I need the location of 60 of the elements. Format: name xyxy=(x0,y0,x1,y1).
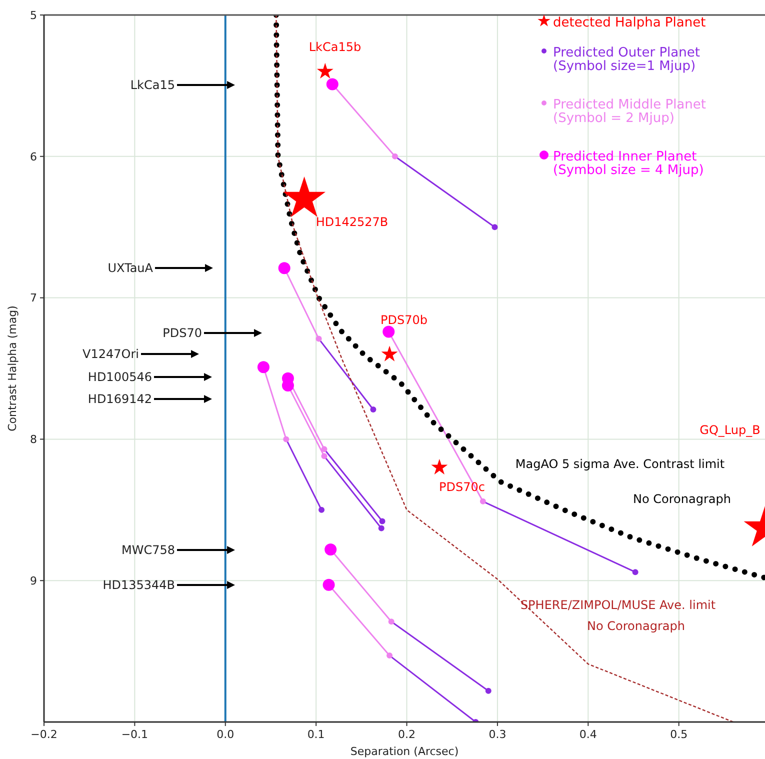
y-tick-label: 5 xyxy=(30,8,37,22)
point xyxy=(318,506,325,513)
point xyxy=(485,688,492,694)
point xyxy=(431,458,448,474)
legend-label: Predicted Inner Planet (Symbol size = 4 Mjup) xyxy=(553,150,704,178)
annotation: V1247Ori xyxy=(82,347,139,362)
point xyxy=(326,78,338,90)
y-tick-label: 8 xyxy=(30,433,37,446)
x-tick-label: 0.1 xyxy=(307,728,325,741)
annotation: SPHERE/ZIMPOL/MUSE Ave. limit xyxy=(520,598,716,612)
point xyxy=(378,525,384,532)
point xyxy=(322,578,335,591)
point xyxy=(480,498,486,504)
point xyxy=(321,453,328,460)
x-tick-label: −0.2 xyxy=(30,728,58,741)
point xyxy=(278,262,290,274)
point xyxy=(321,446,328,452)
y-tick-label: 9 xyxy=(30,574,37,588)
annotation: MWC758 xyxy=(121,543,175,558)
annotation: HD135344B xyxy=(102,578,175,592)
y-tick-label: 6 xyxy=(30,150,37,164)
annotation: MagAO 5 sigma Ave. Contrast limit xyxy=(515,457,725,472)
legend-label: Predicted Middle Planet (Symbol = 2 Mjup) xyxy=(553,98,706,126)
point xyxy=(324,543,337,556)
annotation: UXTauA xyxy=(108,261,154,276)
x-tick-label: 0.5 xyxy=(670,728,688,741)
annotation: HD142527B xyxy=(316,215,388,230)
point xyxy=(382,326,395,338)
annotation: PDS70b xyxy=(380,313,428,328)
x-tick-label: 0.3 xyxy=(488,728,506,741)
annotation: GQ_Lup_B xyxy=(700,423,760,438)
x-axis-title: Separation (Arcsec) xyxy=(350,745,459,758)
point xyxy=(392,153,398,160)
point xyxy=(370,406,376,413)
x-tick-label: 0.0 xyxy=(216,728,234,741)
annotation: HD169142 xyxy=(88,392,152,406)
annotation: LkCa15b xyxy=(308,40,362,54)
y-axis-title: Contrast Halpha (mag) xyxy=(6,306,19,432)
x-tick-label: 0.4 xyxy=(579,728,597,741)
annotation: PDS70 xyxy=(162,326,202,340)
annotation: No Coronagraph xyxy=(587,619,685,634)
point xyxy=(388,618,394,625)
point xyxy=(316,336,322,342)
x-tick-label: −0.1 xyxy=(121,728,148,741)
annotation: LkCa15 xyxy=(130,78,175,92)
point xyxy=(316,62,334,79)
point xyxy=(379,518,386,524)
legend-label: Predicted Outer Planet (Symbol size=1 Mjup) xyxy=(553,46,700,74)
annotation: PDS70c xyxy=(439,480,485,494)
legend-label: detected Halpha Planet xyxy=(553,16,706,31)
point xyxy=(283,436,290,442)
point xyxy=(381,346,398,362)
point xyxy=(386,652,393,659)
annotation: No Coronagraph xyxy=(633,492,731,506)
point xyxy=(632,569,638,576)
point xyxy=(257,361,270,374)
x-tick-label: 0.2 xyxy=(398,728,416,741)
y-tick-label: 7 xyxy=(30,292,37,305)
point xyxy=(492,224,498,230)
annotation: HD100546 xyxy=(88,370,152,384)
